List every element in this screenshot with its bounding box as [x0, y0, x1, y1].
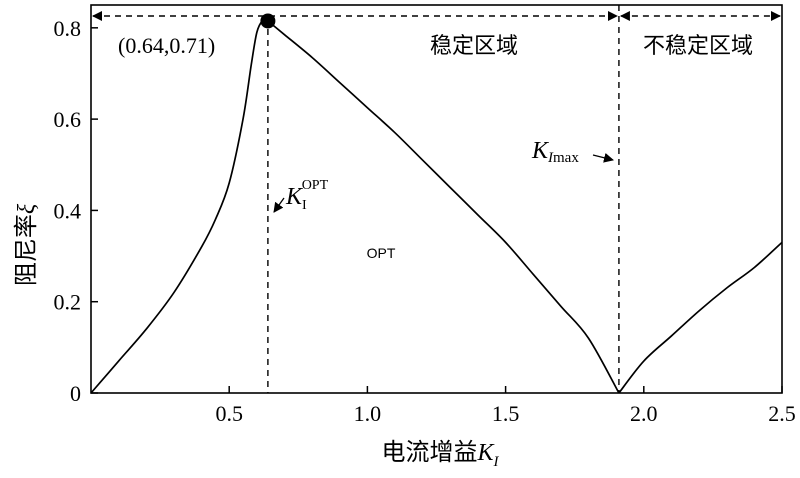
kmax-label: KImax — [531, 138, 579, 166]
x-axis-label: 电流增益KI — [381, 438, 499, 470]
axes — [90, 4, 783, 394]
x-axis-label-sub: I — [493, 454, 500, 470]
x-tick-label: 2.5 — [768, 401, 796, 426]
kopt-pointer-arrow — [273, 197, 285, 213]
series-line-0 — [90, 19, 783, 394]
x-tick-label: 2.0 — [630, 401, 658, 426]
y-tick-label: 0.4 — [54, 198, 82, 223]
x-tick-label: 0.5 — [215, 401, 243, 426]
annotations — [92, 5, 781, 393]
kmax-subtext: max — [553, 150, 579, 166]
y-tick-label: 0.2 — [54, 290, 82, 315]
kopt-sup: OPT — [302, 178, 329, 193]
x-tick-label: 1.0 — [354, 401, 382, 426]
unstable-region-label: 不稳定区域 — [643, 34, 753, 59]
y-axis-label-text: 阻尼率 — [12, 214, 40, 286]
y-tick-label: 0.8 — [54, 16, 82, 41]
x-axis-label-symbol: K — [476, 440, 495, 466]
x-tick-label: 1.5 — [492, 401, 520, 426]
optimal-point-label: (0.64,0.71) — [118, 33, 215, 58]
ticks: 0.5 1.0 1.5 2.0 2.5 0 0.2 0.4 0.6 0.8 — [54, 16, 796, 426]
kmax-symbol: K — [531, 138, 550, 164]
kmax-pointer-arrow — [592, 152, 614, 163]
stable-region-label: 稳定区域 — [430, 34, 518, 59]
y-axis-label: 阻尼率ξ — [12, 203, 40, 286]
kopt-symbol: K — [285, 184, 304, 210]
optimal-point-marker — [260, 13, 276, 29]
series — [90, 19, 783, 394]
kopt-sub: I — [302, 198, 307, 213]
y-tick-label: 0 — [70, 381, 81, 406]
plot-frame — [90, 4, 783, 394]
kopt-label: KI OPT — [285, 178, 329, 213]
opt-note: OPT — [367, 245, 396, 261]
x-axis-label-text: 电流增益 — [381, 438, 477, 466]
y-axis-label-symbol: ξ — [14, 203, 40, 214]
kmax-sub: I — [547, 150, 554, 166]
y-tick-label: 0.6 — [54, 107, 82, 132]
